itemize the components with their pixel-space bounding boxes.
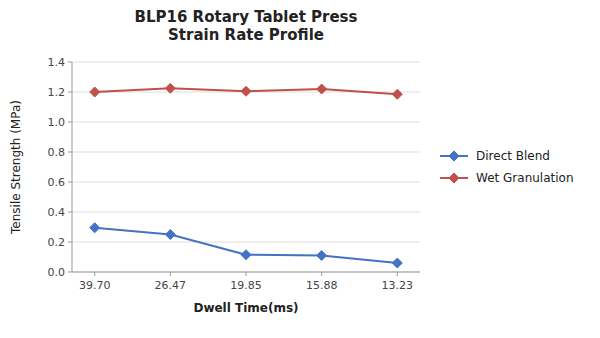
- x-tick-label: 15.88: [306, 279, 338, 292]
- data-area: [90, 83, 403, 268]
- series-line: [95, 228, 398, 263]
- data-point: [165, 83, 175, 93]
- grid-line: [72, 152, 420, 153]
- y-tick: [68, 242, 72, 243]
- chart-svg: BLP16 Rotary Tablet PressStrain Rate Pro…: [0, 0, 600, 338]
- x-tick: [397, 272, 398, 276]
- x-axis: 39.70 26.47 19.85 15.88 13.23: [79, 272, 413, 292]
- x-tick: [170, 272, 171, 276]
- x-tick-label: 13.23: [382, 279, 414, 292]
- legend-label: Wet Granulation: [476, 171, 574, 185]
- series: [90, 223, 403, 268]
- y-tick: [68, 62, 72, 63]
- y-tick-label: 0.8: [48, 146, 66, 159]
- data-point: [392, 89, 402, 99]
- x-tick-label: 39.70: [79, 279, 111, 292]
- x-tick-label: 19.85: [230, 279, 262, 292]
- grid-line: [72, 212, 420, 213]
- y-tick: [68, 92, 72, 93]
- data-point: [165, 230, 175, 240]
- x-tick: [94, 272, 95, 276]
- y-tick-label: 1.4: [48, 56, 66, 69]
- legend-label: Direct Blend: [476, 149, 550, 163]
- page: {"chart_data": { "type": "line", "title"…: [0, 0, 600, 338]
- y-tick-label: 0.4: [48, 206, 66, 219]
- x-tick-label: 26.47: [155, 279, 187, 292]
- chart-title: BLP16 Rotary Tablet PressStrain Rate Pro…: [135, 8, 358, 44]
- y-tick: [68, 272, 72, 273]
- y-tick: [68, 122, 72, 123]
- x-tick: [321, 272, 322, 276]
- grid-line: [72, 62, 420, 63]
- grid-line: [72, 242, 420, 243]
- legend: Direct Blend Wet Granulation: [440, 149, 574, 185]
- y-tick-label: 0.0: [48, 266, 66, 279]
- title-line: BLP16 Rotary Tablet Press: [135, 8, 358, 26]
- y-tick-label: 0.6: [48, 176, 66, 189]
- series: [90, 83, 403, 99]
- y-tick: [68, 152, 72, 153]
- y-tick-label: 1.2: [48, 86, 66, 99]
- chart-container: BLP16 Rotary Tablet PressStrain Rate Pro…: [0, 0, 600, 338]
- grid-line: [72, 122, 420, 123]
- data-point: [317, 251, 327, 261]
- data-point: [241, 250, 251, 260]
- y-axis: 0.0 0.2 0.4 0.6 0.8 1.0 1.2 1.4: [48, 56, 73, 279]
- y-axis-label: Tensile Strength (MPa): [9, 100, 23, 235]
- data-point: [90, 223, 100, 233]
- data-point: [241, 86, 251, 96]
- y-axis-line: [72, 62, 73, 272]
- y-grid: [72, 62, 420, 272]
- y-tick-label: 1.0: [48, 116, 66, 129]
- y-tick: [68, 182, 72, 183]
- x-tick: [246, 272, 247, 276]
- data-point: [90, 87, 100, 97]
- legend-marker: [449, 173, 459, 183]
- title-line: Strain Rate Profile: [168, 26, 324, 44]
- data-point: [317, 84, 327, 94]
- legend-marker: [449, 151, 459, 161]
- y-tick: [68, 212, 72, 213]
- grid-line: [72, 182, 420, 183]
- x-axis-label: Dwell Time(ms): [193, 301, 298, 315]
- data-point: [392, 258, 402, 268]
- y-tick-label: 0.2: [48, 236, 66, 249]
